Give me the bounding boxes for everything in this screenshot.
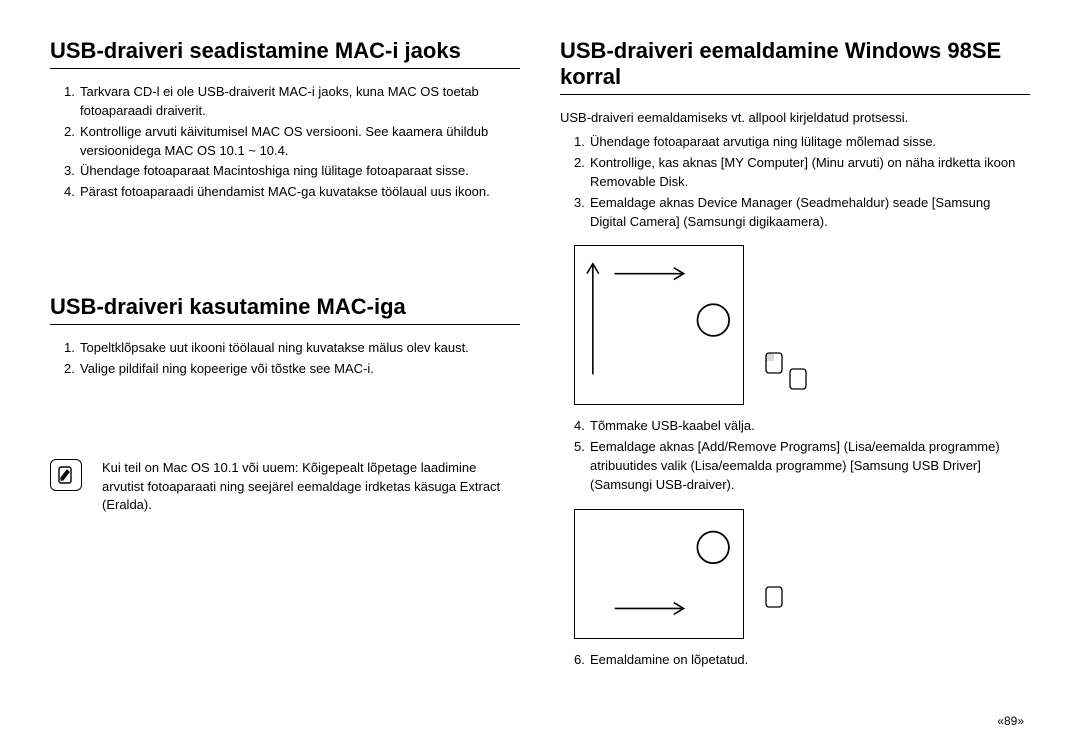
diagram-device-manager bbox=[574, 245, 744, 405]
note-icon bbox=[50, 459, 82, 491]
list-item: 3.Ühendage fotoaparaat Macintoshiga ning… bbox=[64, 162, 520, 181]
list-mac-use: 1.Topeltklõpsake uut ikooni töölaual nin… bbox=[50, 339, 520, 379]
list-item: 2.Valige pildifail ning kopeerige või tõ… bbox=[64, 360, 520, 379]
list-mac-setup: 1.Tarkvara CD-l ei ole USB-draiverit MAC… bbox=[50, 83, 520, 202]
left-column: USB-draiveri seadistamine MAC-i jaoks 1.… bbox=[50, 38, 520, 672]
list-item: 3.Eemaldage aknas Device Manager (Seadme… bbox=[574, 194, 1030, 232]
note-text: Kui teil on Mac OS 10.1 või uuem: Kõigep… bbox=[102, 459, 520, 516]
list-item: 4.Tõmmake USB-kaabel välja. bbox=[574, 417, 1030, 436]
list-item: 1.Tarkvara CD-l ei ole USB-draiverit MAC… bbox=[64, 83, 520, 121]
note-block: Kui teil on Mac OS 10.1 või uuem: Kõigep… bbox=[50, 459, 520, 516]
list-item: 4.Pärast fotoaparaadi ühendamist MAC-ga … bbox=[64, 183, 520, 202]
right-column: USB-draiveri eemaldamine Windows 98SE ko… bbox=[560, 38, 1030, 672]
list-win98-b: 4.Tõmmake USB-kaabel välja. 5.Eemaldage … bbox=[560, 417, 1030, 494]
list-item: 6.Eemaldamine on lõpetatud. bbox=[574, 651, 1030, 670]
page-number: «89» bbox=[997, 714, 1024, 728]
list-item: 5.Eemaldage aknas [Add/Remove Programs] … bbox=[574, 438, 1030, 495]
section-title-mac-use: USB-draiveri kasutamine MAC-iga bbox=[50, 294, 520, 325]
section-title-win98-remove: USB-draiveri eemaldamine Windows 98SE ko… bbox=[560, 38, 1030, 95]
list-win98-c: 6.Eemaldamine on lõpetatud. bbox=[560, 651, 1030, 670]
list-item: 2.Kontrollige arvuti käivitumisel MAC OS… bbox=[64, 123, 520, 161]
list-item: 1.Topeltklõpsake uut ikooni töölaual nin… bbox=[64, 339, 520, 358]
intro-text: USB-draiveri eemaldamiseks vt. allpool k… bbox=[560, 109, 1030, 127]
section-title-mac-setup: USB-draiveri seadistamine MAC-i jaoks bbox=[50, 38, 520, 69]
list-win98-a: 1.Ühendage fotoaparaat arvutiga ning lül… bbox=[560, 133, 1030, 231]
diagram-add-remove bbox=[574, 509, 744, 639]
list-item: 1.Ühendage fotoaparaat arvutiga ning lül… bbox=[574, 133, 1030, 152]
list-item: 2.Kontrollige, kas aknas [MY Computer] (… bbox=[574, 154, 1030, 192]
